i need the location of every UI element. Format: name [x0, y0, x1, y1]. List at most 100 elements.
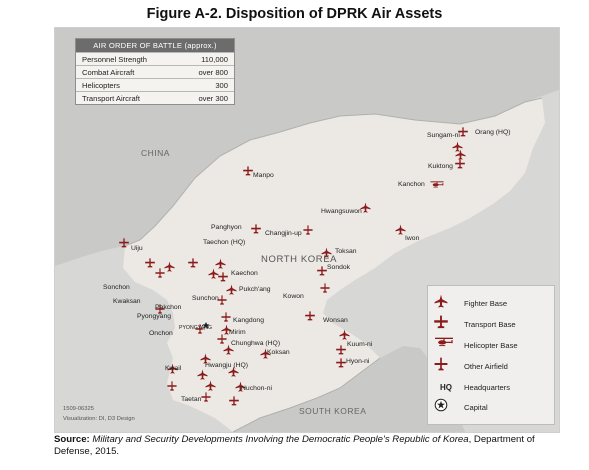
- map[interactable]: AIR ORDER OF BATTLE (approx.) Personnel …: [54, 27, 560, 433]
- airfield-icon: [221, 312, 231, 322]
- place-label: Kaechon: [231, 270, 258, 277]
- place-label: PYONGYANG: [179, 325, 213, 331]
- legend-item-helicopter: Helicopter Base: [434, 336, 518, 354]
- transport-icon: [188, 258, 198, 268]
- fighter-icon: [208, 268, 219, 279]
- fighter-icon: [339, 329, 350, 340]
- place-label: Sungam-ni: [427, 132, 460, 139]
- transport-icon: [305, 311, 315, 321]
- fighter-icon: [197, 369, 208, 380]
- transport-icon: [317, 266, 327, 276]
- legend-label: Capital: [464, 402, 488, 412]
- place-label: Sondok: [327, 264, 351, 271]
- place-label: Mirim: [229, 329, 246, 336]
- legend-label: Other Airfield: [464, 361, 508, 371]
- order-of-battle-table: AIR ORDER OF BATTLE (approx.) Personnel …: [75, 38, 235, 105]
- legend-item-headquarters: HQ Headquarters: [434, 378, 510, 396]
- legend-label: Transport Base: [464, 319, 516, 329]
- place-label: Manpo: [253, 172, 274, 179]
- place-label: Kangdong: [233, 317, 264, 324]
- place-label: Orang (HQ): [475, 129, 511, 136]
- airfield-icon: [201, 392, 211, 402]
- helicopter-icon: [430, 181, 444, 188]
- place-label: Kanchon: [398, 181, 425, 188]
- place-label: Uiju: [131, 245, 143, 252]
- fighter-icon: [205, 380, 216, 391]
- place-label: Taetan: [181, 396, 202, 403]
- order-of-battle-header: AIR ORDER OF BATTLE (approx.): [76, 39, 234, 52]
- fighter-icon: [395, 224, 406, 235]
- place-label: Toksan: [335, 248, 357, 255]
- legend-item-transport: Transport Base: [434, 315, 516, 333]
- place-label: Hwangju (HQ): [205, 362, 249, 369]
- source-publication: Military and Security Developments Invol…: [92, 434, 469, 445]
- capital-star-icon: [200, 320, 212, 330]
- place-label: Sonchon: [103, 284, 130, 291]
- place-label: Iwon: [405, 235, 420, 242]
- symbol-legend: Fighter Base Transport Base Helicopter B…: [427, 285, 555, 425]
- place-label: Kowon: [283, 293, 304, 300]
- place-label: Kuktong: [428, 163, 453, 170]
- place-label: Hwangsuwon: [321, 208, 362, 215]
- transport-icon: [336, 345, 346, 355]
- place-label: Nuchon-ni: [241, 385, 272, 392]
- place-label: Pukch'ang: [239, 286, 271, 293]
- transport-icon: [218, 272, 228, 282]
- transport-icon: [229, 396, 239, 406]
- base-markers: [119, 127, 468, 406]
- place-label: Koksan: [267, 349, 290, 356]
- fighter-icon: [226, 284, 237, 295]
- airfield-icon: [155, 268, 165, 278]
- fighter-icon: [452, 141, 463, 152]
- source-label: Source:: [54, 434, 90, 445]
- place-label: Kuum-ni: [347, 341, 373, 348]
- fighter-icon: [321, 247, 332, 258]
- place-label: Chunghwa (HQ): [231, 340, 281, 347]
- table-row: Helicopters 300: [76, 78, 234, 91]
- transport-icon: [336, 358, 346, 368]
- airfield-icon: [303, 225, 313, 235]
- row-label: Combat Aircraft: [82, 67, 135, 77]
- row-value: over 300: [198, 93, 228, 103]
- fighter-icon: [164, 261, 175, 272]
- source-rest: , Department of Defense, 2015.: [54, 434, 535, 457]
- transport-icon: [145, 258, 155, 268]
- row-value: over 800: [198, 67, 228, 77]
- airfield-icon: [217, 334, 227, 344]
- place-label: Pakchon: [155, 304, 182, 311]
- transport-icon: [251, 224, 261, 234]
- place-label: Taechon (HQ): [203, 239, 246, 246]
- legend-item-fighter: Fighter Base: [434, 294, 507, 312]
- row-value: 110,000: [201, 54, 228, 64]
- place-label: Wonsan: [323, 317, 348, 324]
- transport-icon: [119, 238, 129, 248]
- row-value: 300: [215, 80, 228, 90]
- region-north-korea: NORTH KOREA: [261, 254, 338, 265]
- place-label: Sunchon: [192, 295, 219, 302]
- map-code: 1509-06325: [63, 406, 94, 412]
- place-label: Hyon-ni: [346, 358, 370, 365]
- legend-label: Headquarters: [464, 382, 511, 392]
- fighter-icon: [215, 258, 226, 269]
- map-credit: Visualization: DI, D3 Design: [63, 416, 135, 422]
- source-citation: Source: Military and Security Developmen…: [54, 434, 564, 458]
- legend-label: Fighter Base: [464, 298, 508, 308]
- place-label: Kwail: [165, 365, 182, 372]
- legend-label: Helicopter Base: [464, 340, 518, 350]
- row-label: Personnel Strength: [82, 54, 148, 64]
- table-row: Personnel Strength 110,000: [76, 52, 234, 65]
- transport-icon: [243, 166, 253, 176]
- row-label: Helicopters: [82, 80, 120, 90]
- legend-item-capital: Capital: [434, 398, 488, 416]
- place-label: Onchon: [149, 330, 173, 337]
- transport-icon: [455, 159, 465, 169]
- headquarters-symbol: HQ: [440, 382, 452, 392]
- place-label: Pyongyang: [137, 313, 172, 320]
- airfield-icon: [167, 381, 177, 391]
- table-row: Transport Aircraft over 300: [76, 91, 234, 104]
- place-label: Kwaksan: [113, 298, 141, 305]
- south-korea-land: [233, 346, 465, 432]
- table-row: Combat Aircraft over 800: [76, 65, 234, 78]
- legend-item-airfield: Other Airfield: [434, 357, 508, 375]
- place-label: Changjin-up: [265, 230, 302, 237]
